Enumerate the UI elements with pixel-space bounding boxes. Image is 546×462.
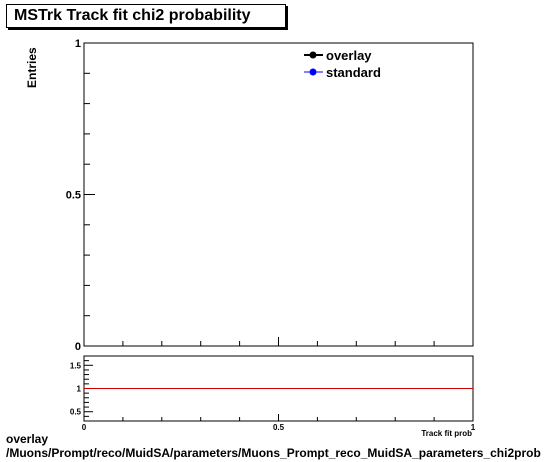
ratio-x-tick-label: 0 — [82, 423, 87, 432]
legend-entry-standard: standard — [304, 65, 381, 80]
ratio-x-tick-label: 0.5 — [273, 423, 285, 432]
legend-marker-standard — [309, 68, 317, 76]
legend-marker-overlay — [309, 51, 317, 59]
main-y-tick-label: 1 — [75, 38, 81, 50]
title-box: MSTrk Track fit chi2 probability — [6, 4, 286, 28]
main-y-ticks — [84, 42, 95, 347]
main-y-tick-labels: 00.51 — [66, 38, 81, 353]
main-y-tick-label: 0.5 — [66, 190, 81, 202]
main-plot-frame — [83, 42, 474, 347]
main-y-tick-label: 0 — [75, 341, 81, 353]
x-axis-title: Track fit prob — [421, 429, 472, 438]
legend-entry-overlay: overlay — [304, 48, 372, 63]
footer-line-2: /Muons/Prompt/reco/MuidSA/parameters/Muo… — [6, 446, 541, 460]
ratio-x-tick-label: 1 — [471, 423, 476, 432]
legend: overlay standard — [304, 48, 381, 80]
main-x-ticks — [83, 337, 474, 346]
y-axis-title: Entries — [25, 47, 39, 88]
ratio-y-tick-label: 1 — [77, 385, 82, 394]
footer: overlay /Muons/Prompt/reco/MuidSA/parame… — [6, 432, 541, 460]
ratio-x-ticks — [83, 414, 474, 421]
chart-title: MSTrk Track fit chi2 probability — [14, 7, 251, 24]
legend-label-standard: standard — [326, 65, 381, 80]
legend-label-overlay: overlay — [326, 48, 372, 63]
footer-line-1: overlay — [6, 432, 49, 446]
ratio-y-tick-label: 1.5 — [70, 361, 82, 370]
ratio-tick-labels: 0.511.50 0.5 1 — [70, 361, 476, 432]
ratio-y-tick-label: 0.5 — [70, 408, 82, 417]
